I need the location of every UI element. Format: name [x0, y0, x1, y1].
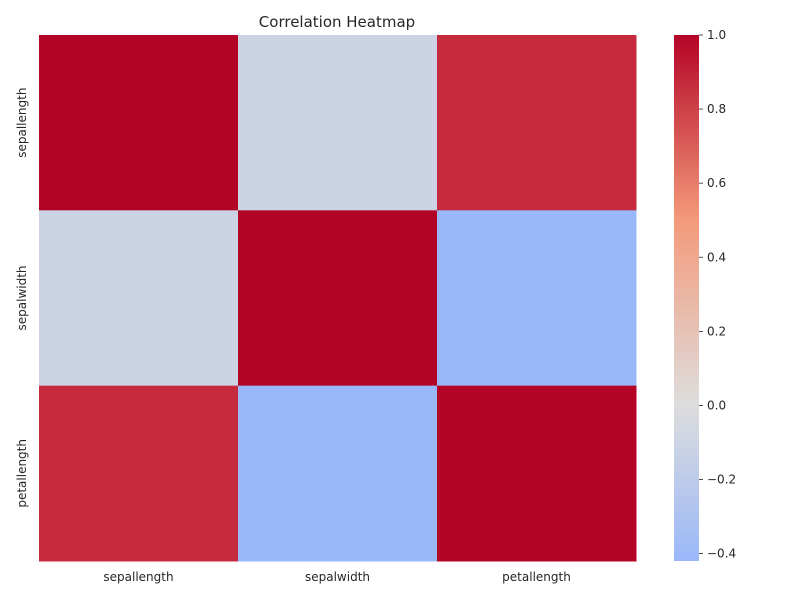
heatmap-cell — [39, 35, 239, 211]
heatmap-cells — [39, 35, 637, 562]
colorbar-tick-label: 0.0 — [707, 398, 726, 412]
heatmap-cell — [238, 385, 438, 562]
colorbar-tick-label: 1.0 — [707, 28, 726, 42]
y-tick-label: petallength — [15, 439, 29, 508]
chart-title: Correlation Heatmap — [259, 13, 415, 31]
colorbar-tick-label: −0.2 — [707, 473, 736, 487]
heatmap-cell — [437, 35, 637, 211]
colorbar — [674, 35, 699, 561]
y-tick-labels: sepallength sepalwidth petallength — [15, 88, 29, 508]
y-tick-label: sepallength — [15, 88, 29, 158]
heatmap-cell — [39, 210, 239, 387]
colorbar-tick-label: 0.2 — [707, 324, 726, 338]
heatmap-cell — [238, 35, 438, 211]
heatmap-cell — [437, 385, 637, 562]
y-tick-label: sepalwidth — [15, 265, 29, 330]
colorbar-tick-label: −0.4 — [707, 547, 736, 561]
x-tick-labels: sepallength sepalwidth petallength — [103, 570, 570, 584]
colorbar-tick-label: 0.6 — [707, 176, 726, 190]
x-tick-label: sepallength — [103, 570, 173, 584]
heatmap-cell — [437, 210, 637, 387]
x-tick-label: sepalwidth — [305, 570, 370, 584]
colorbar-tick-label: 0.4 — [707, 250, 726, 264]
heatmap-cell — [39, 385, 239, 562]
heatmap-cell — [238, 210, 438, 387]
colorbar-ticks: −0.4 −0.2 0.0 0.2 0.4 0.6 0.8 1.0 — [699, 28, 736, 561]
colorbar-tick-label: 0.8 — [707, 102, 726, 116]
x-tick-label: petallength — [502, 570, 571, 584]
